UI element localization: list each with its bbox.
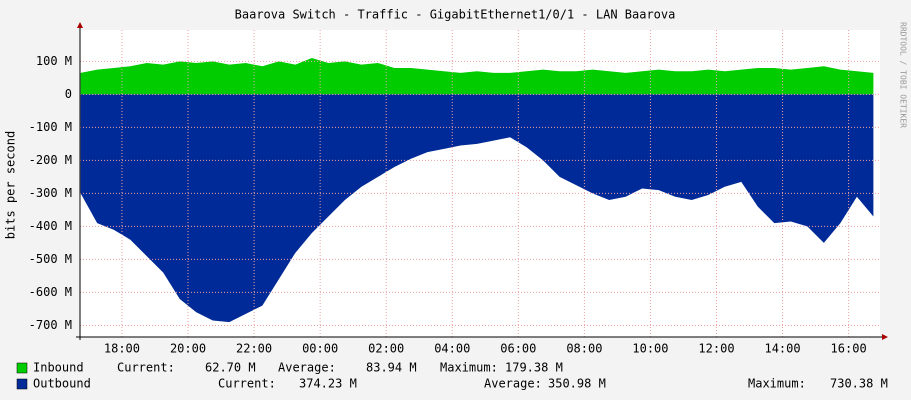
area: [80, 58, 874, 95]
x-tick-label: 12:00: [698, 342, 734, 356]
x-tick-label: 02:00: [368, 342, 404, 356]
legend-stat-label: Maximum:: [440, 361, 498, 375]
legend-stat-value: 374.23 M: [299, 377, 357, 391]
legend-swatch: [16, 362, 28, 374]
legend-stat-label: Current:: [117, 361, 175, 375]
x-tick-label: 10:00: [632, 342, 668, 356]
legend-label: Inbound: [33, 361, 84, 375]
x-tick-label: 14:00: [764, 342, 800, 356]
x-tick-label: 08:00: [566, 342, 602, 356]
legend-stat-value: 730.38 M: [830, 377, 888, 391]
area: [80, 94, 874, 323]
x-tick-label: 06:00: [500, 342, 536, 356]
legend-stat-value: 62.70 M: [205, 361, 256, 375]
legend-stat-label: Maximum:: [748, 377, 806, 391]
legend-swatch: [16, 378, 28, 390]
x-tick-label: 16:00: [831, 342, 867, 356]
y-tick-label: 100 M: [36, 54, 72, 68]
axis-arrow: [882, 334, 888, 340]
legend-label: Outbound: [33, 377, 91, 391]
y-axis-label: bits per second: [4, 131, 18, 239]
legend-stat-label: Current:: [218, 377, 276, 391]
axis-arrow: [77, 22, 83, 28]
x-tick-label: 22:00: [236, 342, 272, 356]
x-tick-label: 04:00: [434, 342, 470, 356]
x-tick-label: 00:00: [302, 342, 338, 356]
y-tick-label: -300 M: [29, 186, 72, 200]
legend-stat-value: 83.94 M: [366, 361, 417, 375]
y-tick-label: -400 M: [29, 219, 72, 233]
chart-title: Baarova Switch - Traffic - GigabitEthern…: [235, 8, 676, 22]
y-tick-label: -700 M: [29, 318, 72, 332]
y-tick-label: -100 M: [29, 120, 72, 134]
y-tick-label: -200 M: [29, 153, 72, 167]
y-tick-label: -500 M: [29, 252, 72, 266]
watermark: RRDTOOL / TOBI OETIKER: [899, 22, 908, 128]
legend-stat-value: 179.38 M: [505, 361, 563, 375]
y-tick-label: -600 M: [29, 285, 72, 299]
x-tick-label: 20:00: [170, 342, 206, 356]
legend-stat-label: Average:: [484, 377, 542, 391]
legend-stat-label: Average:: [278, 361, 336, 375]
legend-stat-value: 350.98 M: [548, 377, 606, 391]
x-tick-label: 18:00: [104, 342, 140, 356]
y-tick-label: 0: [65, 87, 72, 101]
